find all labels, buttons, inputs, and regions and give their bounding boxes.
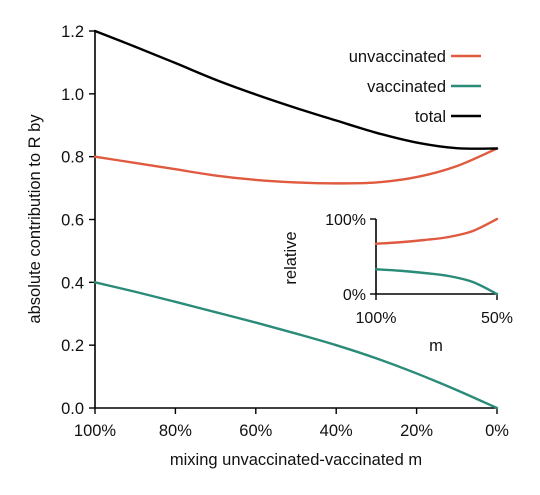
inset-x-axis-label: m	[429, 337, 443, 355]
inset-x-tick-label-100: 100%	[356, 310, 397, 327]
inset-series	[374, 217, 499, 296]
inset-series-line-2	[374, 268, 499, 296]
main-series	[93, 29, 499, 410]
inset-y-tick-label-0: 0%	[343, 287, 366, 304]
y-tick-label-1-0: 1.0	[61, 86, 84, 104]
inset-axes	[375, 219, 497, 295]
x-tick-label-40: 40%	[320, 422, 353, 440]
y-tick-label-0-0: 0.0	[61, 400, 84, 418]
x-axis-label: mixing unvaccinated-vaccinated m	[170, 451, 422, 469]
inset-x-tick-label-50: 50%	[481, 310, 513, 327]
x-tick-label-0: 0%	[485, 422, 509, 440]
inset-series-line-1	[374, 217, 499, 245]
inset-y-tick-label-100: 100%	[325, 212, 366, 229]
y-tick-label-0-2: 0.2	[61, 337, 84, 355]
y-tick-label-0-8: 0.8	[61, 149, 84, 167]
y-tick-label-0-6: 0.6	[61, 212, 84, 230]
legend: unvaccinated vaccinated total	[349, 48, 481, 126]
x-tick-label-100: 100%	[74, 422, 117, 440]
main-ticks: 100% 80% 60% 40% 20% 0% 0.0 0.2 0.4 0.6 0.8 1.0 1.2	[61, 23, 509, 440]
x-tick-label-80: 80%	[159, 422, 192, 440]
inset-y-axis-label: relative	[282, 231, 300, 284]
main-chart: 100% 80% 60% 40% 20% 0%0.00.20.40.60.81.01.2 …	[26, 23, 509, 469]
y-tick-label-1-2: 1.2	[61, 23, 84, 41]
series-line-total	[93, 29, 499, 150]
y-tick-label-0-4: 0.4	[61, 274, 84, 292]
x-tick-label-60: 60%	[239, 422, 272, 440]
legend-label-total: total	[415, 108, 446, 126]
x-tick-label-20: 20%	[400, 422, 433, 440]
legend-label-unvaccinated: unvaccinated	[349, 48, 446, 66]
inset-ticks: 100% 50% 0% 100%	[325, 212, 513, 327]
legend-label-vaccinated: vaccinated	[367, 78, 446, 96]
y-axis-label: absolute contribution to R by	[26, 114, 44, 324]
inset-chart: 100% 50% 0% 100% m relative	[282, 212, 513, 355]
series-line-vaccinated	[93, 281, 499, 410]
series-line-unvaccinated	[93, 147, 499, 185]
